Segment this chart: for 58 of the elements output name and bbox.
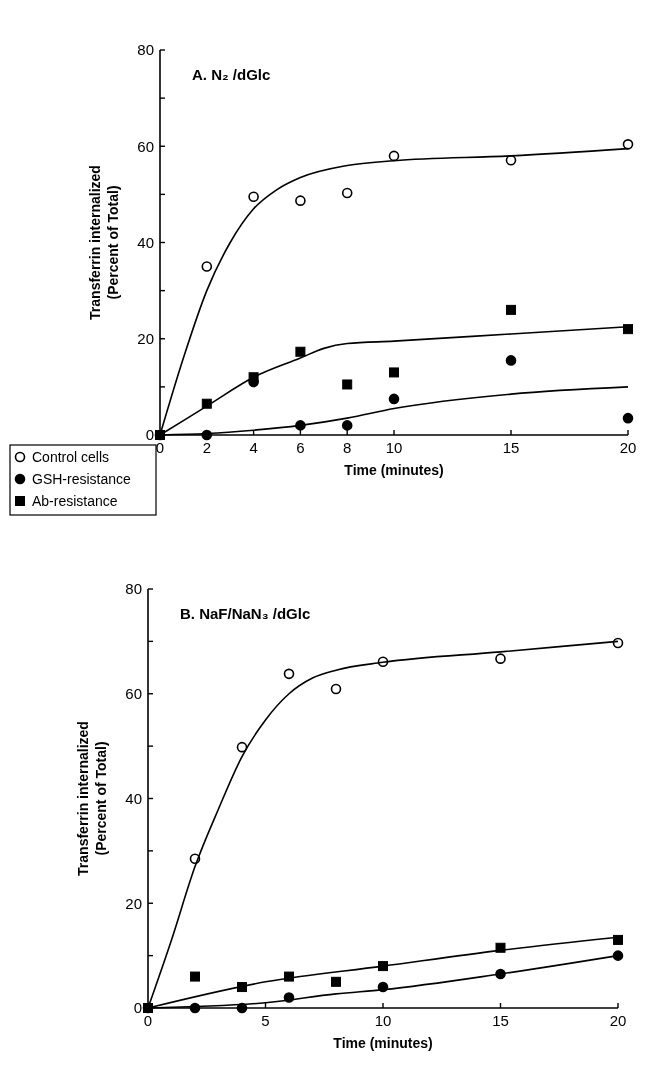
text: A. N₂ /dGlc	[192, 66, 271, 83]
y-tick-label: 20	[137, 330, 154, 347]
point	[613, 934, 623, 945]
y-tick-label: 0	[145, 426, 154, 444]
point	[295, 346, 306, 357]
y-axis-title: Transferrin internalized (Percent of Total)	[87, 165, 121, 320]
x-tick-label: 4	[249, 439, 258, 456]
y-tick-label: 80	[137, 41, 154, 59]
y-axis-title: Transferrin internalized (Percent of Total)	[75, 721, 109, 876]
point	[284, 971, 294, 982]
x-tick-label: 10	[385, 439, 403, 456]
point	[341, 187, 353, 199]
point	[330, 683, 342, 695]
point	[388, 393, 400, 405]
legend-label: Ab-resistance	[32, 492, 118, 509]
point	[495, 942, 506, 953]
x-tick-label: 15	[502, 439, 520, 456]
x-tick-label: 6	[296, 439, 305, 456]
legend-label: GSH-resistance	[32, 470, 132, 487]
x-tick-label: 20	[619, 439, 637, 456]
point	[342, 379, 353, 390]
point	[248, 372, 259, 383]
x-tick-label: 20	[609, 1012, 627, 1029]
point	[389, 367, 399, 378]
text: B. NaF/NaN₃ /dGlc	[180, 605, 311, 622]
point	[622, 412, 634, 424]
x-tick-label: 15	[492, 1012, 509, 1029]
point	[612, 637, 624, 649]
point	[612, 950, 624, 961]
x-axis-title: Time (minutes)	[344, 462, 444, 478]
x-tick-label: 0	[155, 439, 165, 456]
x-tick-label: 2	[202, 439, 211, 456]
point	[622, 139, 634, 150]
point	[505, 355, 517, 366]
point	[506, 304, 516, 315]
point	[623, 324, 633, 335]
point	[190, 971, 200, 982]
y-tick-label: 40	[137, 233, 154, 251]
point	[248, 191, 259, 203]
point	[295, 195, 306, 206]
y-tick-label: 40	[125, 789, 142, 807]
x-tick-label: 10	[374, 1012, 392, 1029]
x-tick-label: 8	[343, 439, 352, 456]
point	[388, 150, 400, 162]
x-axis-title: Time (minutes)	[333, 1035, 433, 1051]
y-tick-label: 60	[137, 137, 154, 155]
y-tick-label: 20	[125, 894, 142, 912]
y-tick-label: 60	[125, 685, 142, 702]
legend-label: Control cells	[32, 448, 110, 465]
y-tick-label: 0	[133, 999, 142, 1017]
point	[341, 420, 353, 431]
y-tick-label: 80	[125, 580, 142, 598]
point	[495, 653, 506, 664]
point	[236, 741, 248, 753]
point	[201, 261, 213, 272]
x-tick-label: 5	[261, 1012, 270, 1029]
point	[331, 976, 341, 987]
point	[283, 668, 295, 680]
